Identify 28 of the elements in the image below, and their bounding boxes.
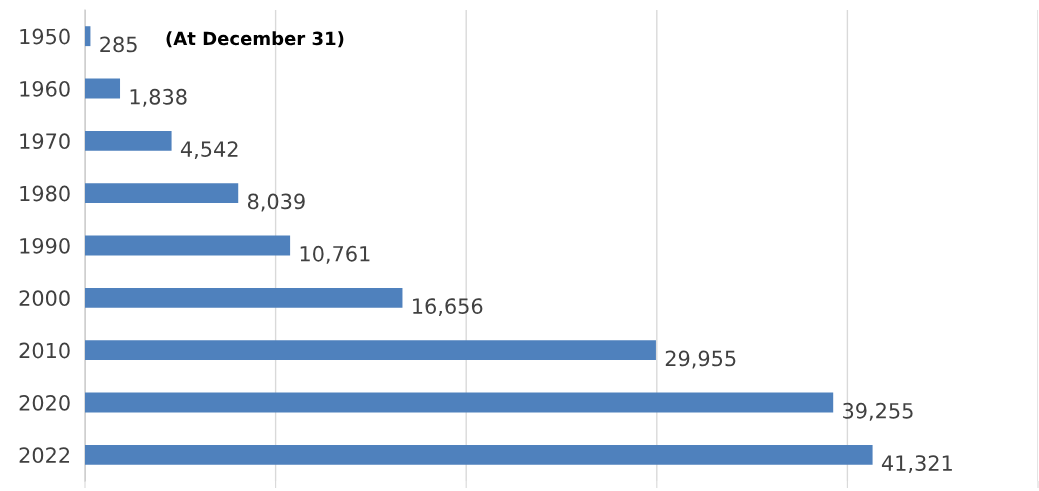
bar bbox=[85, 235, 291, 256]
data-label: 8,039 bbox=[247, 193, 305, 212]
bar bbox=[85, 287, 403, 308]
data-label: 1,838 bbox=[130, 88, 187, 107]
data-label: 285 bbox=[100, 36, 137, 53]
y-tick-label: 2000 bbox=[19, 290, 70, 307]
y-tick-label: 1980 bbox=[20, 185, 70, 202]
bar bbox=[85, 340, 656, 361]
bar bbox=[85, 183, 239, 204]
y-tick-label: 1990 bbox=[20, 237, 70, 254]
bar bbox=[85, 78, 121, 99]
annotation: (At December 31) bbox=[166, 31, 344, 48]
data-label: 29,955 bbox=[665, 350, 736, 369]
data-label: 4,542 bbox=[180, 141, 238, 160]
y-tick-label: 2010 bbox=[19, 342, 70, 359]
bar bbox=[85, 26, 91, 47]
bar bbox=[85, 444, 873, 465]
y-tick-label: 1970 bbox=[20, 133, 70, 150]
data-label: 10,761 bbox=[300, 245, 370, 264]
y-tick-label: 2022 bbox=[19, 447, 70, 464]
data-label: 41,321 bbox=[881, 455, 952, 474]
data-label: 16,656 bbox=[413, 298, 483, 317]
data-label: 39,255 bbox=[843, 402, 913, 421]
bar bbox=[85, 392, 834, 413]
bar bbox=[85, 130, 172, 151]
y-tick-label: 2020 bbox=[19, 394, 70, 411]
y-tick-label: 1960 bbox=[20, 80, 70, 97]
y-tick-label: 1950 bbox=[20, 28, 70, 45]
